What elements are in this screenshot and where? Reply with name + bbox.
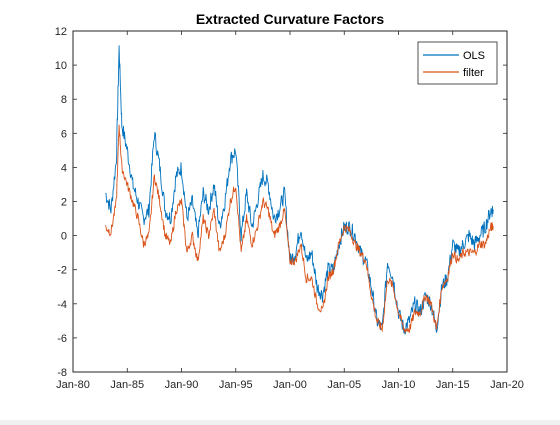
- legend: OLS filter: [417, 41, 498, 85]
- plot-area: [73, 31, 507, 372]
- series-line-ols: [105, 45, 494, 335]
- legend-filter-label: filter: [463, 67, 484, 79]
- y-tick-label: 0: [61, 231, 67, 243]
- y-tick-label: -4: [57, 299, 67, 311]
- x-tick-label: Jan-95: [219, 379, 253, 391]
- series-line-filter: [105, 124, 494, 334]
- y-tick-label: 4: [61, 162, 67, 174]
- series-layer: [105, 45, 494, 335]
- x-tick-label: Jan-00: [273, 379, 307, 391]
- y-tick-label: 12: [55, 26, 67, 38]
- y-tick-label: 8: [61, 94, 67, 106]
- x-tick-label: Jan-20: [490, 379, 524, 391]
- x-tick-label: Jan-85: [110, 379, 144, 391]
- x-tick-label: Jan-15: [436, 379, 470, 391]
- x-tick-label: Jan-05: [327, 379, 361, 391]
- y-tick-label: -8: [57, 367, 67, 379]
- y-tick-label: 2: [61, 197, 67, 209]
- y-tick-label: 6: [61, 128, 67, 140]
- x-tick-label: Jan-80: [56, 379, 90, 391]
- y-axis: -8 -6 -4 -2 0 2 4 6 8 10 12: [55, 26, 507, 379]
- y-tick-label: -6: [57, 333, 67, 345]
- legend-ols-label: OLS: [463, 50, 485, 62]
- y-tick-label: -2: [57, 265, 67, 277]
- x-tick-label: Jan-90: [165, 379, 199, 391]
- x-tick-label: Jan-10: [382, 379, 416, 391]
- x-axis: Jan-80 Jan-85 Jan-90 Jan-95 Jan-00 Jan-05 Jan-…: [56, 31, 524, 391]
- legend-box: [417, 41, 498, 85]
- y-tick-label: 10: [55, 60, 67, 72]
- chart-title: Extracted Curvature Factors: [196, 11, 385, 27]
